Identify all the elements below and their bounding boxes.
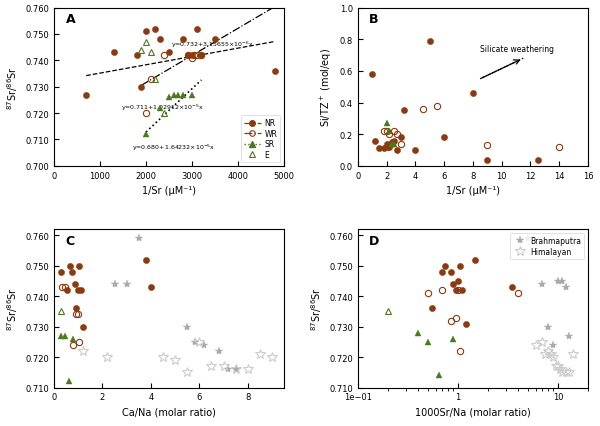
Y-axis label: $^{87}$Sr/$^{86}$Sr: $^{87}$Sr/$^{86}$Sr xyxy=(5,287,20,331)
X-axis label: 1000Sr/Na (molar ratio): 1000Sr/Na (molar ratio) xyxy=(415,407,531,417)
X-axis label: 1/Sr (μM⁻¹): 1/Sr (μM⁻¹) xyxy=(446,186,500,196)
Text: C: C xyxy=(65,234,74,248)
Text: y=0.711+1.02912$\times$10$^{-5}$x: y=0.711+1.02912$\times$10$^{-5}$x xyxy=(121,102,203,112)
Legend: NR, WR, SR, E: NR, WR, SR, E xyxy=(241,116,280,163)
X-axis label: 1/Sr (μM⁻¹): 1/Sr (μM⁻¹) xyxy=(142,186,196,196)
Text: Silicate weathering: Silicate weathering xyxy=(480,45,554,54)
Text: D: D xyxy=(370,234,380,248)
Y-axis label: $^{87}$Sr/$^{86}$Sr: $^{87}$Sr/$^{86}$Sr xyxy=(5,66,20,109)
Y-axis label: $^{87}$Sr/$^{86}$Sr: $^{87}$Sr/$^{86}$Sr xyxy=(309,287,323,331)
Text: y=0.732+3.15655$\times$10$^{-6}$x: y=0.732+3.15655$\times$10$^{-6}$x xyxy=(172,40,254,50)
Text: A: A xyxy=(65,13,75,26)
Y-axis label: Si/TZ$^+$ (mol/eq): Si/TZ$^+$ (mol/eq) xyxy=(319,48,334,127)
Legend: Brahmaputra, Himalayan: Brahmaputra, Himalayan xyxy=(509,233,584,259)
Text: y=0.680+1.64232$\times$10$^{-5}$x: y=0.680+1.64232$\times$10$^{-5}$x xyxy=(132,143,215,153)
X-axis label: Ca/Na (molar ratio): Ca/Na (molar ratio) xyxy=(122,407,216,417)
Text: B: B xyxy=(370,13,379,26)
